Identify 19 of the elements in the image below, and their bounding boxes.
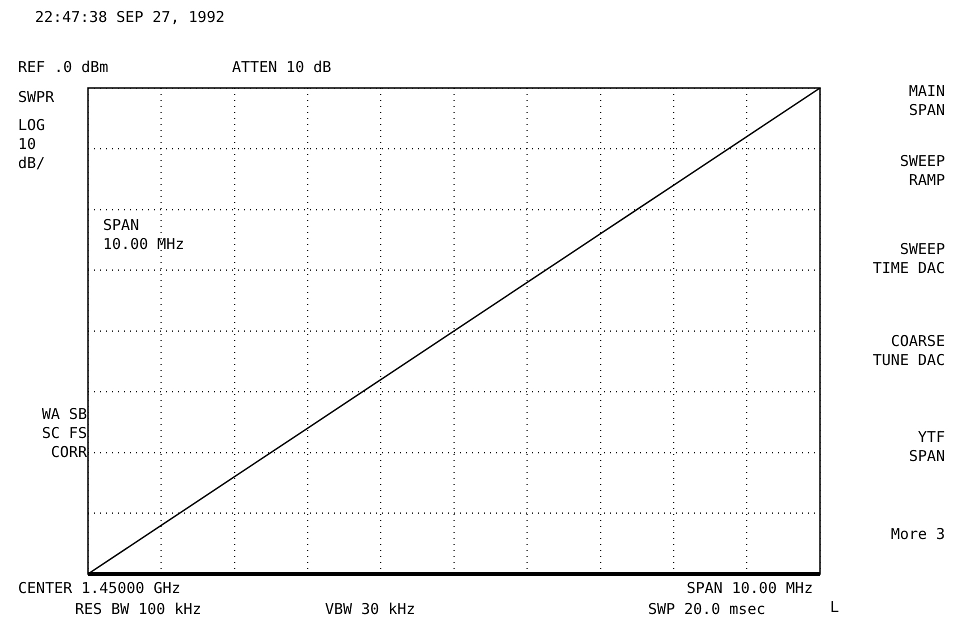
text: CENTER 1.45000 GHz (18, 579, 181, 598)
text: L (830, 598, 840, 617)
text: VBW 30 kHz (325, 600, 416, 619)
text: SPAN 10.00 MHz (686, 579, 813, 598)
text: SWPR (18, 88, 54, 107)
text: SWEEP TIME DAC (872, 240, 945, 278)
text: WA SB SC FS CORR (42, 405, 87, 462)
text: REF .0 dBm (18, 58, 108, 77)
text: MAIN SPAN (908, 82, 945, 120)
text: COARSE TUNE DAC (872, 332, 945, 370)
text: YTF SPAN (908, 428, 945, 466)
text: 22:47:38 SEP 27, 1992 (35, 8, 225, 27)
text: SWP 20.0 msec (648, 600, 766, 619)
text: LOG 10 dB/ (18, 116, 46, 173)
text: RES BW 100 kHz (75, 600, 202, 619)
text: More 3 (890, 525, 945, 544)
annotation: SPAN 10.00 MHz (103, 216, 184, 254)
text: ATTEN 10 dB (232, 58, 332, 77)
text: SWEEP RAMP (900, 152, 945, 190)
